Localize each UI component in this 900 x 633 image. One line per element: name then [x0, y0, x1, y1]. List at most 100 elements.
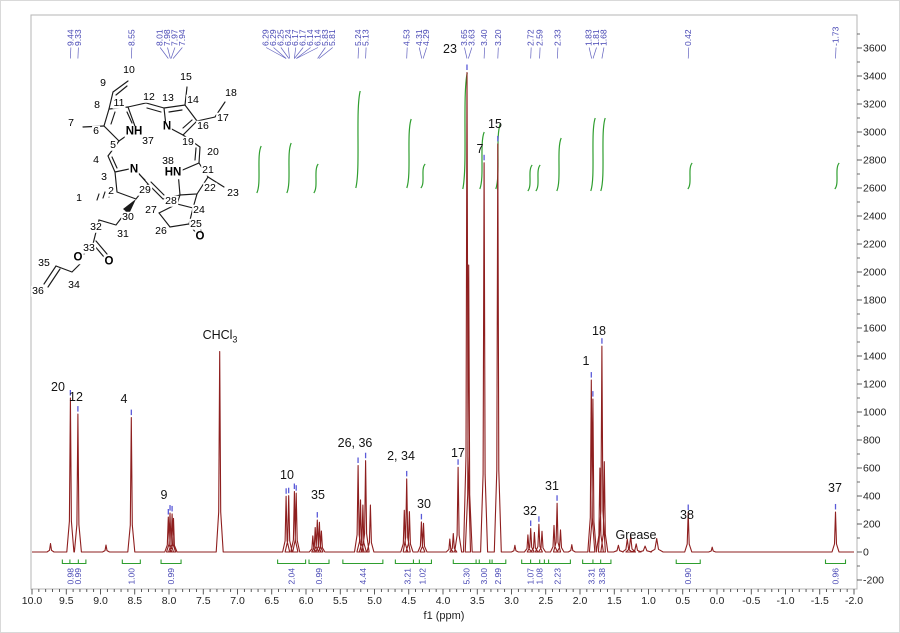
y-tick-label: 3000 [863, 127, 887, 139]
integral-value: 1.08 [535, 568, 545, 585]
heteroatom-label: O [72, 251, 84, 264]
peak-delta-label: 6.14 [305, 29, 315, 46]
peak-label-connector [601, 47, 605, 59]
atom-number-label: 14 [186, 93, 200, 106]
y-axis: 3600340032003000280026002400220020001800… [857, 33, 887, 587]
atom-number-label: 36 [31, 284, 45, 297]
integral-value: 1.02 [417, 568, 427, 585]
meso-12-bridge [127, 102, 165, 113]
atom-number-label: 10 [122, 63, 136, 76]
atom-number-label: 16 [196, 119, 210, 132]
peak-label-connector [317, 47, 326, 59]
y-tick-label: 2000 [863, 267, 887, 279]
x-tick-label: 1.5 [607, 595, 622, 607]
atom-number-label: 11 [112, 96, 126, 109]
peak-label-connector [318, 47, 333, 59]
peak-delta-label: 8.55 [126, 29, 136, 46]
peak-delta-label: 0.42 [683, 29, 693, 46]
atom-number-label: 15 [179, 70, 193, 83]
peak-label-connector [130, 47, 133, 59]
integral-bracket [121, 559, 141, 565]
integral-value: 5.30 [461, 568, 471, 585]
peak-tips [69, 64, 837, 526]
peak-label-connector [265, 47, 287, 59]
x-tick-label: 2.5 [538, 595, 553, 607]
peak-label-connector [170, 47, 176, 59]
peak-label-connector [592, 47, 597, 59]
y-tick-label: 1200 [863, 379, 887, 391]
atom-number-label: 35 [37, 256, 51, 269]
x-tick-label: 4.0 [436, 595, 451, 607]
integral-curve [420, 163, 426, 189]
integral-bracket [69, 559, 87, 565]
x-tick-label: 0.0 [710, 595, 725, 607]
peak-delta-label: 4.53 [402, 29, 412, 46]
atom-number-label: 9 [99, 76, 107, 89]
y-tick-label: 1800 [863, 295, 887, 307]
peak-label-connector [280, 47, 290, 59]
atom-number-label: 21 [201, 163, 215, 176]
peak-label-connector [468, 47, 473, 59]
peak-delta-label: 6.17 [290, 29, 300, 46]
y-tick-label: 1000 [863, 407, 887, 419]
peak-delta-label: 2.33 [552, 29, 562, 46]
atom-number-label: 13 [161, 91, 175, 104]
y-tick-label: 200 [863, 519, 881, 531]
atom-number-label: 33 [82, 241, 96, 254]
allyl-double-bond [43, 265, 61, 288]
peak-label-connector [422, 47, 427, 59]
integral-value: 2.23 [552, 568, 562, 585]
peak-label-connector [172, 47, 183, 59]
integral-bracket [412, 559, 432, 565]
atom-number-label: 30 [121, 210, 135, 223]
x-tick-label: 0.5 [675, 595, 690, 607]
spectrum-trace [32, 71, 854, 553]
integral-value: 0.99 [314, 568, 324, 585]
atom-number-label: 25 [189, 217, 203, 230]
integral-value: 0.99 [73, 568, 83, 585]
peak-delta-label: 7.94 [177, 29, 187, 46]
peak-delta-label: 5.81 [327, 29, 337, 46]
integral-curve [286, 142, 292, 194]
peak-delta-label: 6.24 [283, 29, 293, 46]
integral-curve [406, 118, 412, 189]
atom-number-label: 24 [192, 203, 206, 216]
y-tick-label: -200 [863, 575, 884, 587]
peak-label-connector [294, 47, 297, 59]
atom-number-label: 22 [203, 181, 217, 194]
peak-label-connector [77, 47, 79, 59]
x-tick-label: 9.5 [59, 595, 74, 607]
peak-delta-label: 4.31 [414, 29, 424, 46]
methyl-23-bond [207, 176, 225, 188]
peak-delta-label: 1.81 [591, 29, 601, 46]
integral-curve [687, 162, 693, 190]
atom-number-label: 38 [161, 154, 175, 167]
integral-value: 1.07 [526, 568, 536, 585]
atom-number-label: 18 [224, 86, 238, 99]
integral-curve [590, 117, 596, 192]
ring-b-double-bonds [168, 109, 193, 129]
peak-label-connector [483, 47, 485, 59]
atom-number-label: 12 [142, 90, 156, 103]
integral-bracket [308, 559, 330, 565]
integral-curve [313, 163, 319, 194]
integral-bracket [543, 559, 571, 565]
integral-value: 0.98 [65, 568, 75, 585]
peak-delta-label: 3.20 [493, 29, 503, 46]
atom-number-label: 26 [154, 224, 168, 237]
peak-label-connector [294, 47, 304, 59]
x-tick-label: 5.5 [333, 595, 348, 607]
x-tick-label: 6.0 [299, 595, 314, 607]
y-tick-label: 3400 [863, 71, 887, 83]
atom-number-label: 32 [89, 220, 103, 233]
x-tick-label: 1.0 [641, 595, 656, 607]
x-tick-label: -2.0 [845, 595, 863, 607]
integral-bracket [394, 559, 420, 565]
x-axis: 10.0 9.5 9.0 8.5 8.0 7.5 7.0 6.5 6.0 5.5 5.0 4.5 4.0… [22, 589, 863, 607]
heteroatom-label: O [194, 230, 206, 243]
atom-number-label: 3 [100, 170, 108, 183]
peak-label-connector [687, 47, 690, 59]
bond-lines [43, 80, 226, 288]
